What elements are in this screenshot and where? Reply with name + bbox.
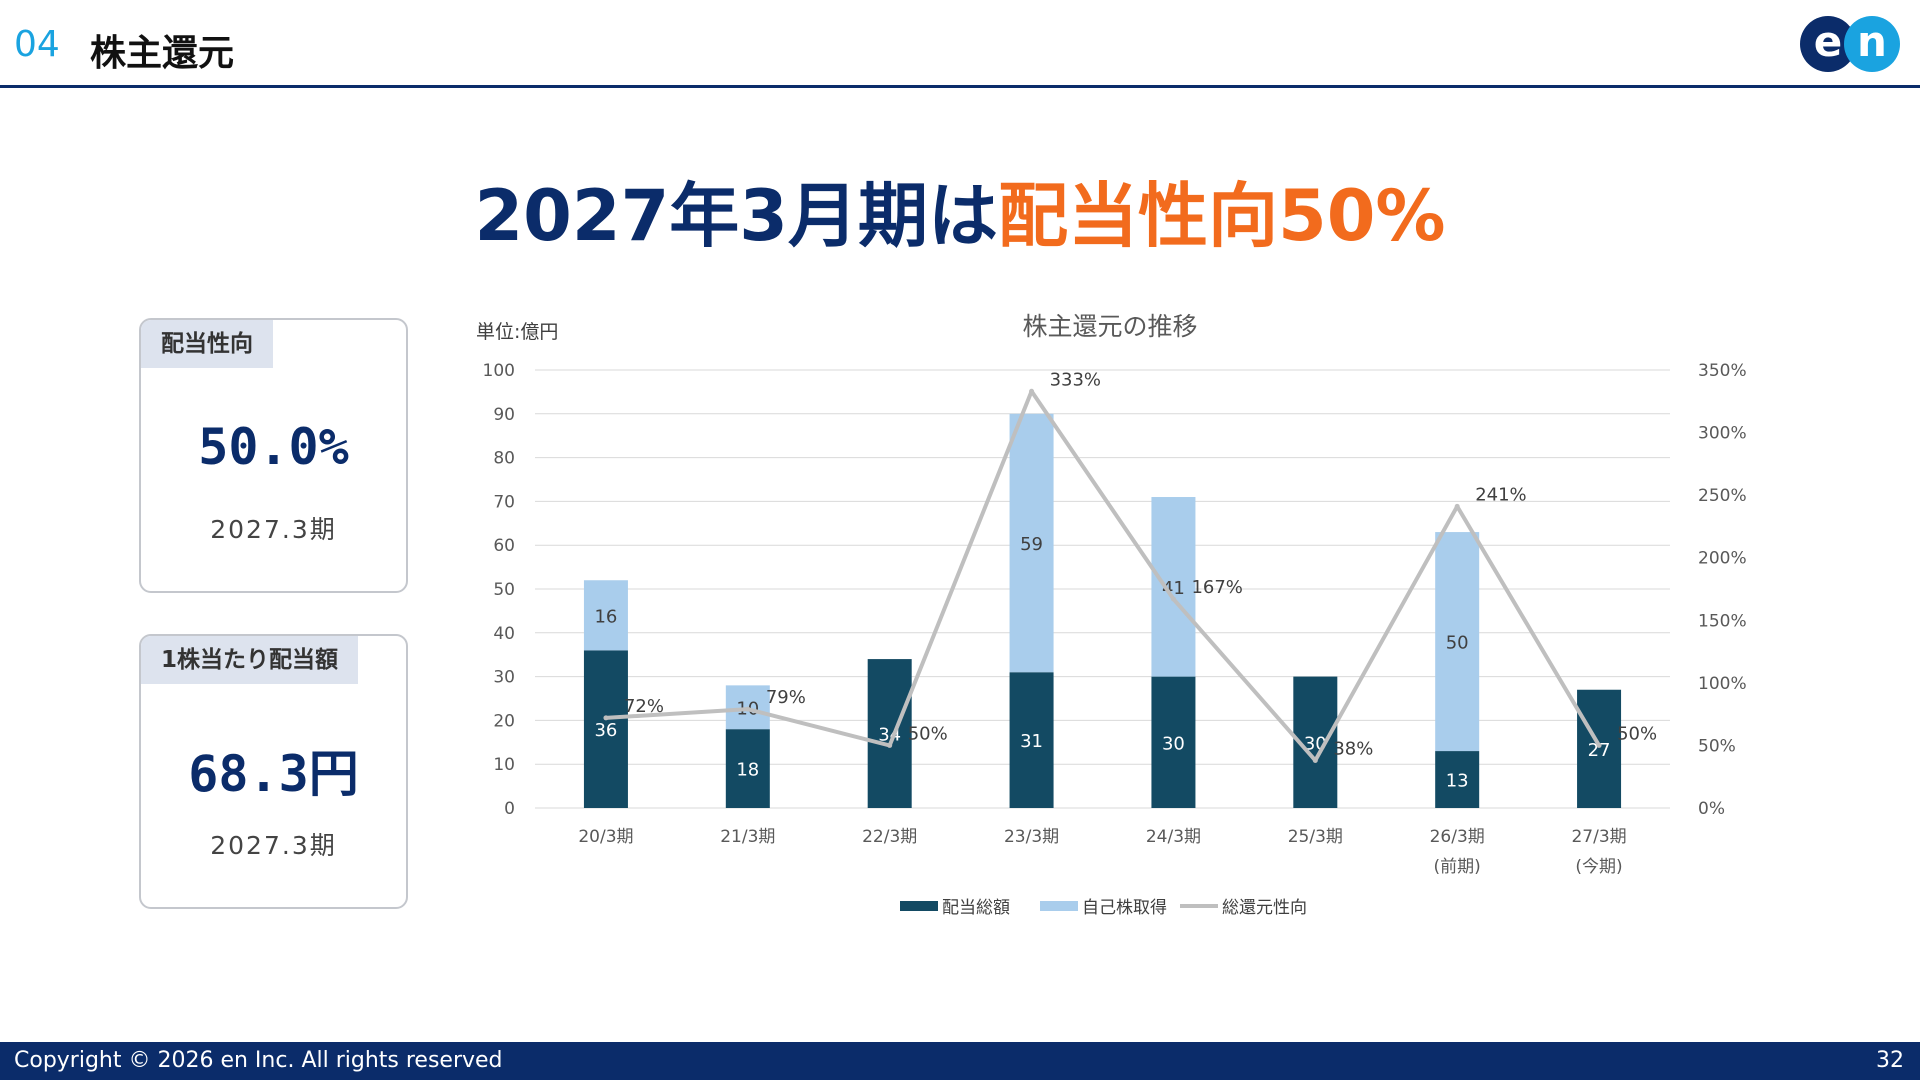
- line-data-label: 50%: [1617, 723, 1657, 744]
- x-axis-label: 26/3期: [1430, 827, 1485, 847]
- chart-title: 株主還元の推移: [1022, 312, 1197, 341]
- en-logo: e n: [1800, 16, 1900, 72]
- line-point: [1312, 757, 1318, 763]
- kpi-label: 配当性向: [141, 320, 273, 368]
- left-axis-tick: 80: [493, 449, 515, 469]
- line-data-label: 72%: [624, 696, 664, 717]
- line-data-label: 241%: [1475, 484, 1526, 505]
- bar-segment: [583, 580, 628, 651]
- line-series: [605, 389, 1601, 763]
- page-number: 32: [1876, 1048, 1904, 1073]
- bar-segment: [1151, 497, 1196, 677]
- section-title: 株主還元: [90, 33, 235, 74]
- left-axis-tick: 90: [493, 405, 515, 425]
- x-axis-label: (前期): [1434, 857, 1481, 877]
- legend-label: 配当総額: [942, 898, 1010, 918]
- bar-data-label: 18: [736, 760, 759, 781]
- kpi-period: 2027.3期: [210, 831, 337, 860]
- bar-data-label: 31: [1020, 731, 1043, 752]
- bar-data-label: 30: [1162, 733, 1185, 754]
- left-axis-tick: 100: [483, 361, 515, 381]
- line-point: [1029, 388, 1035, 394]
- kpi-card-dividend-per-share: 1株当たり配当額 68.3円 2027.3期: [139, 634, 408, 909]
- x-axis-label: 21/3期: [720, 827, 775, 847]
- left-axis-tick: 10: [493, 755, 515, 775]
- headline-accent: 配当性向50%: [997, 175, 1446, 257]
- bar-segment: [725, 729, 770, 808]
- line-point: [1170, 596, 1176, 602]
- bar-data-label: 36: [594, 720, 617, 741]
- x-axis-label: 20/3期: [578, 827, 633, 847]
- slide-footer: Copyright © 2026 en Inc. All rights rese…: [0, 1042, 1920, 1080]
- bar-data-label: 50: [1446, 633, 1469, 654]
- bar-segment: [583, 650, 628, 808]
- section-number: 04: [14, 24, 60, 65]
- legend-swatch: [1040, 901, 1078, 911]
- bar-data-label: 27: [1588, 740, 1611, 761]
- shareholder-return-chart: 株主還元の推移 単位:億円 0 10 20 30 40 50 60 70 80 90 100 0% 50% 1…: [476, 312, 1747, 918]
- bar-segment: [1435, 751, 1480, 808]
- bar-segment: [1435, 532, 1480, 752]
- right-axis-tick: 100%: [1698, 674, 1747, 694]
- bar-segment: [867, 659, 912, 808]
- line-data-label: 167%: [1191, 577, 1242, 598]
- left-axis-tick: 20: [493, 711, 515, 731]
- line-data-label: 79%: [766, 687, 806, 708]
- x-axis-label: (今期): [1575, 857, 1622, 877]
- bar-segment: [1009, 672, 1054, 808]
- copyright-text: Copyright © 2026 en Inc. All rights rese…: [14, 1048, 503, 1073]
- x-axis-label: 22/3期: [862, 827, 917, 847]
- bar-data-label: 16: [594, 606, 617, 627]
- header-divider: [0, 85, 1920, 88]
- left-axis-tick: 50: [493, 580, 515, 600]
- x-axis-label: 23/3期: [1004, 827, 1059, 847]
- right-axis-tick: 0%: [1698, 799, 1725, 819]
- line-data-label: 50%: [908, 723, 948, 744]
- kpi-period: 2027.3期: [210, 515, 337, 544]
- bar-segment: [1577, 689, 1622, 808]
- bar-segment: [1009, 413, 1054, 673]
- line-data-label: 333%: [1050, 369, 1101, 390]
- left-axis-tick: 30: [493, 668, 515, 688]
- left-axis-tick: 70: [493, 492, 515, 512]
- right-axis-tick: 150%: [1698, 611, 1747, 631]
- left-axis-tick: 60: [493, 536, 515, 556]
- right-axis-tick: 250%: [1698, 486, 1747, 506]
- x-axis-label: 25/3期: [1288, 827, 1343, 847]
- unit-label: 単位:億円: [476, 321, 558, 343]
- line-data-label: 38%: [1333, 738, 1373, 759]
- left-axis-tick: 40: [493, 624, 515, 644]
- slide-header: 04 株主還元 e n: [0, 0, 1920, 88]
- right-axis-tick: 300%: [1698, 424, 1747, 444]
- line-point: [603, 715, 609, 721]
- bar-segment: [1151, 676, 1196, 808]
- kpi-label: 1株当たり配当額: [141, 636, 359, 684]
- line-point: [887, 742, 893, 748]
- left-axis-tick: 0: [504, 799, 515, 819]
- legend-swatch: [900, 901, 938, 911]
- line-point: [1454, 503, 1460, 509]
- bar-data-label: 13: [1446, 771, 1469, 792]
- headline: 2027年3月期は配当性向50%: [0, 160, 1920, 261]
- line-point: [1596, 742, 1602, 748]
- right-axis-tick: 350%: [1698, 361, 1747, 381]
- kpi-card-payout-ratio: 配当性向 50.0% 2027.3期: [139, 318, 408, 593]
- bar-data-label: 59: [1020, 534, 1043, 555]
- right-axis-tick: 200%: [1698, 549, 1747, 569]
- x-axis-label: 27/3期: [1571, 827, 1626, 847]
- kpi-value: 50.0%: [198, 418, 349, 476]
- x-axis-label: 24/3期: [1146, 827, 1201, 847]
- headline-main: 2027年3月期は: [474, 175, 998, 257]
- logo-letter-n: n: [1844, 16, 1900, 72]
- legend-label: 自己株取得: [1082, 898, 1167, 918]
- right-axis-tick: 50%: [1698, 736, 1736, 756]
- line-point: [745, 706, 751, 712]
- legend-label: 総還元性向: [1222, 898, 1307, 918]
- kpi-value: 68.3円: [188, 745, 359, 803]
